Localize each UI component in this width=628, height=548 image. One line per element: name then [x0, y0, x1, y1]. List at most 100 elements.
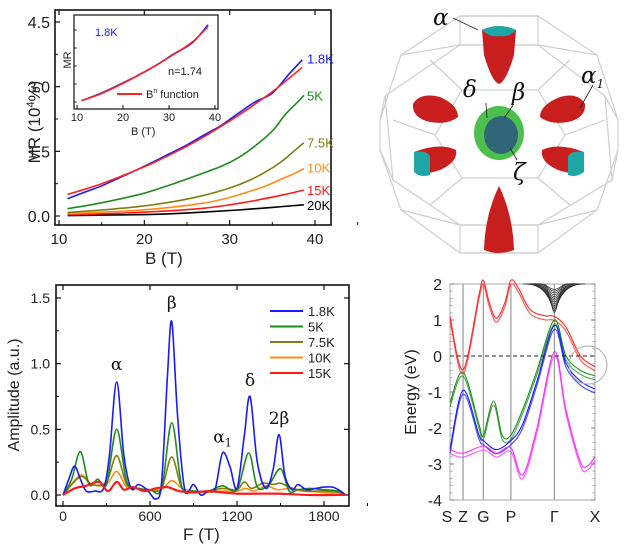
- fft-panel: 0.0 0.5 1.0 1.5 0 600 1200 1800 α β α1 δ 2β 1.8K5K…: [6, 284, 368, 544]
- mr-line-15k: [67, 189, 305, 216]
- fft-x-tick-label: 1200: [221, 508, 252, 524]
- band-blue: [449, 324, 596, 451]
- brillouin-zone-wireframe: [379, 15, 619, 254]
- inset-series: [81, 24, 209, 102]
- highlight-circle: [568, 345, 608, 385]
- band-green-split: [449, 323, 596, 444]
- fermi-label-beta: β: [511, 80, 525, 106]
- fft-peak-labels: α β α1 δ 2β: [111, 294, 289, 450]
- band-k-label: P: [506, 509, 517, 526]
- mr-series-label: 20K: [307, 198, 330, 213]
- fft-y-tick-label: 1.0: [31, 356, 51, 372]
- mr-series-label: 7.5K: [307, 136, 334, 151]
- fft-peak-label: α: [111, 355, 123, 375]
- mr-y-tick-label: 3.0: [28, 80, 50, 97]
- inset-line: [81, 25, 209, 102]
- band-magenta: [449, 351, 596, 476]
- band-conduction-line: [524, 283, 585, 292]
- mr-series-label: 1.8K: [307, 52, 334, 67]
- inset-x-tick-label: 30: [163, 112, 175, 124]
- fermi-pocket-center: [474, 106, 524, 160]
- fermi-pocket-right-upper: [540, 95, 586, 123]
- fft-x-label: F (T): [183, 525, 220, 544]
- band-y-ticks: -4 -3 -2 -1 0 1 2: [428, 277, 595, 510]
- mr-line-10k: [67, 167, 305, 215]
- band-plot-frame: [449, 283, 596, 501]
- inset-x-tick-label: 10: [71, 112, 83, 124]
- band-k-label: Γ: [550, 509, 559, 526]
- inset-x-tick-label: 40: [209, 112, 221, 124]
- fft-x-tick-label: 0: [59, 508, 67, 524]
- fft-legend-label: 5K: [308, 320, 324, 335]
- band-k-label: G: [477, 509, 489, 526]
- band-k-label: X: [590, 509, 601, 526]
- band-conduction-cluster: [523, 283, 586, 314]
- fermi-label-leaders: [452, 17, 594, 161]
- mr-x-ticks: 10 20 30 40: [51, 10, 359, 248]
- mr-line-75k: [67, 142, 305, 214]
- band-y-tick-label: 0: [433, 349, 442, 366]
- mr-x-label: B (T): [145, 249, 183, 268]
- fft-y-tick-label: 1.5: [31, 290, 51, 306]
- fft-y-tick-label: 0.5: [31, 421, 51, 437]
- mr-series-label: 15K: [307, 183, 330, 198]
- fft-x-tick-label: 1800: [308, 508, 339, 524]
- inset-legend-label: Bn function: [146, 88, 199, 101]
- mr-series-label: 5K: [307, 88, 323, 103]
- inset-x-label: B (T): [131, 126, 155, 138]
- mr-y-label: MR (104%): [25, 81, 44, 164]
- fft-legend-label: 1.8K: [308, 304, 335, 319]
- mr-panel: 0.01.53.04.5 10 20 30 40 1.8K5K7.5K10K15K20…: [25, 9, 359, 268]
- fft-series: [62, 320, 347, 500]
- fermi-label-zeta: ζ: [513, 160, 527, 186]
- mr-line-5k: [67, 94, 305, 210]
- fermi-label-delta: δ: [463, 77, 477, 103]
- band-magenta-split: [449, 355, 596, 480]
- fermi-pocket-top: [482, 26, 516, 84]
- band-conduction-line: [523, 283, 586, 290]
- inset-temp-label: 1.8K: [95, 27, 118, 39]
- band-conduction-line: [531, 283, 578, 299]
- fft-peak-label: δ: [245, 371, 255, 391]
- band-conduction-line: [533, 283, 576, 301]
- inset-fit-annotation: n=1.74: [168, 66, 202, 78]
- fft-line-15k-top: [62, 480, 346, 497]
- fermi-pocket-left-lower: [414, 146, 457, 176]
- inset-x-tick-label: 20: [117, 112, 129, 124]
- mr-y-tick-label: 4.5: [28, 15, 50, 32]
- fft-peak-label: β: [167, 294, 177, 314]
- mr-inset: 10 20 30 40 1.8K n=1.74 Bn function MR B (T…: [62, 14, 221, 138]
- fft-y-label: Amplitude (a.u.): [6, 339, 23, 452]
- mr-line-bnfit: [67, 66, 303, 196]
- fft-y-ticks: 0.0 0.5 1.0 1.5: [31, 290, 349, 503]
- fermi-surface-panel: α α1 δ β ζ: [379, 5, 619, 254]
- mr-x-tick-label: 30: [221, 231, 238, 248]
- band-y-tick-label: -3: [428, 457, 442, 474]
- mr-line-20k: [67, 204, 304, 217]
- band-k-label: S: [442, 509, 453, 526]
- fft-plot-frame: [55, 284, 350, 507]
- band-blue-split: [449, 328, 596, 455]
- mr-plot-frame: [54, 9, 332, 226]
- inset-y-label: MR: [62, 51, 74, 68]
- fermi-pocket-bottom: [484, 186, 514, 253]
- band-conduction-line: [526, 283, 583, 294]
- fft-line-18k: [62, 320, 347, 500]
- mr-y-tick-label: 0.0: [28, 209, 50, 226]
- mr-x-tick-label: 20: [136, 231, 153, 248]
- fermi-label-alpha: α: [433, 5, 449, 31]
- fft-x-ticks: 0 600 1200 1800: [59, 285, 368, 524]
- mr-x-tick-label: 10: [51, 231, 68, 248]
- band-y-tick-label: -2: [428, 421, 442, 438]
- band-conduction-line: [528, 283, 581, 296]
- band-conduction-line: [529, 283, 579, 297]
- inset-frame: [73, 14, 219, 110]
- fermi-pocket-right-lower: [541, 146, 584, 176]
- mr-series: [67, 59, 305, 217]
- band-k-label: Z: [458, 509, 468, 526]
- band-red: [449, 279, 596, 371]
